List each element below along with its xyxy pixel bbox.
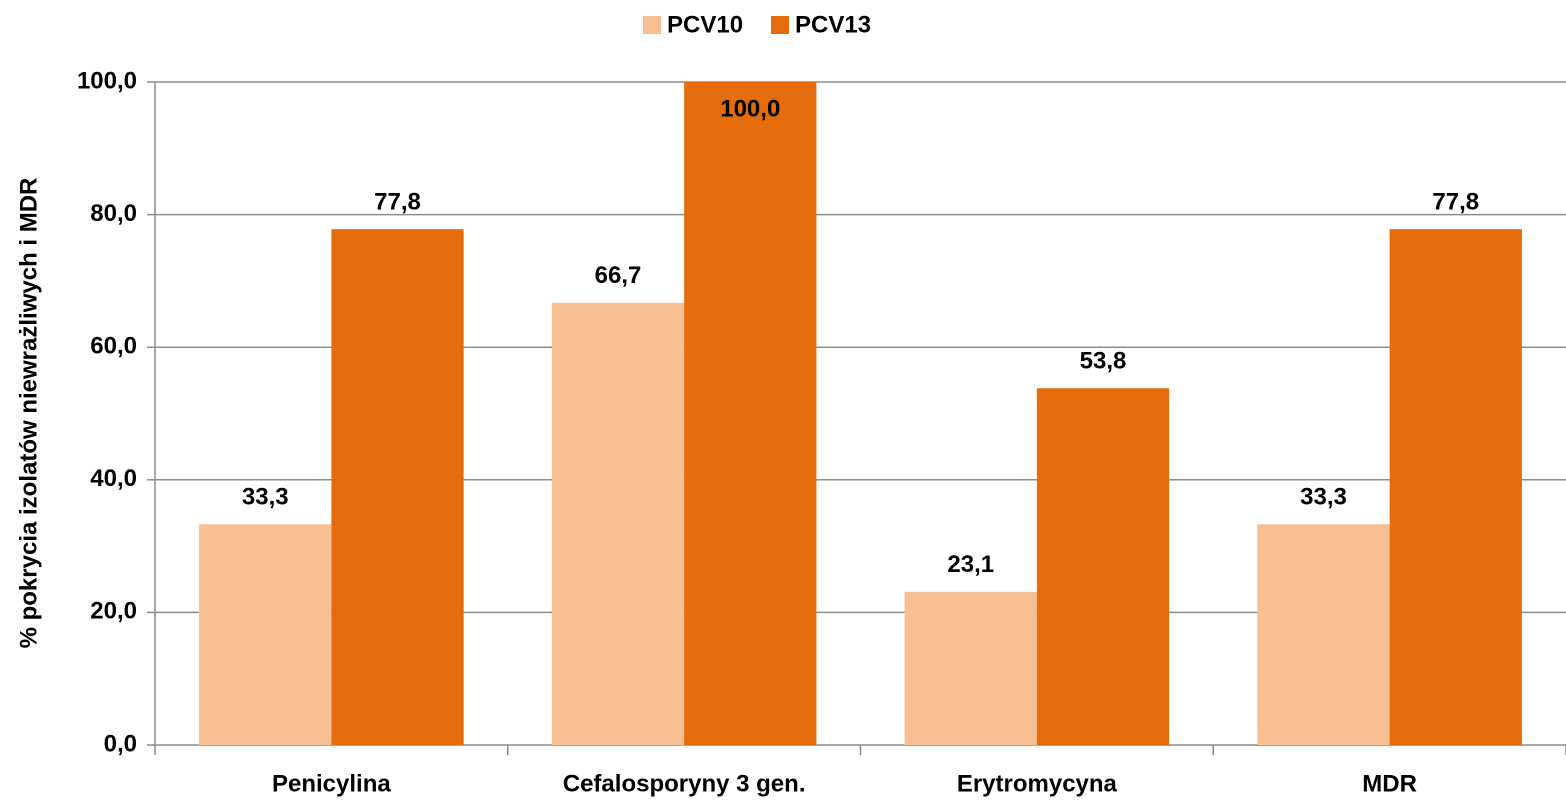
y-tick-label: 40,0 xyxy=(90,465,137,492)
x-tick-label: Cefalosporyny 3 gen. xyxy=(563,770,806,797)
data-label: 33,3 xyxy=(1300,484,1347,511)
y-axis-title: % pokrycia izolatów niewrażliwych i MDR xyxy=(15,178,42,649)
y-tick-label: 0,0 xyxy=(104,730,137,757)
y-tick-label: 100,0 xyxy=(77,67,137,94)
data-label: 77,8 xyxy=(1432,189,1479,216)
data-label: 53,8 xyxy=(1080,348,1127,375)
data-label: 100,0 xyxy=(720,95,780,122)
y-tick-label: 80,0 xyxy=(90,200,137,227)
data-label: 33,3 xyxy=(242,484,289,511)
bar xyxy=(684,82,817,745)
legend-swatch xyxy=(643,16,661,34)
y-tick-label: 60,0 xyxy=(90,333,137,360)
bar xyxy=(551,302,685,745)
y-tick-label: 20,0 xyxy=(90,598,137,625)
x-tick-label: Erytromycyna xyxy=(957,770,1118,797)
x-tick-label: Penicylina xyxy=(272,770,391,797)
bar xyxy=(1257,524,1390,745)
bar xyxy=(199,524,332,745)
data-label: 23,1 xyxy=(947,551,994,578)
data-label: 66,7 xyxy=(595,262,642,289)
legend-label: PCV13 xyxy=(795,11,871,38)
legend-label: PCV10 xyxy=(667,11,743,38)
bar xyxy=(904,591,1037,745)
bar xyxy=(1389,229,1522,745)
legend-swatch xyxy=(771,16,789,34)
bar xyxy=(331,229,464,745)
x-tick-label: MDR xyxy=(1362,770,1417,797)
bar xyxy=(1036,388,1170,745)
data-label: 77,8 xyxy=(374,189,421,216)
